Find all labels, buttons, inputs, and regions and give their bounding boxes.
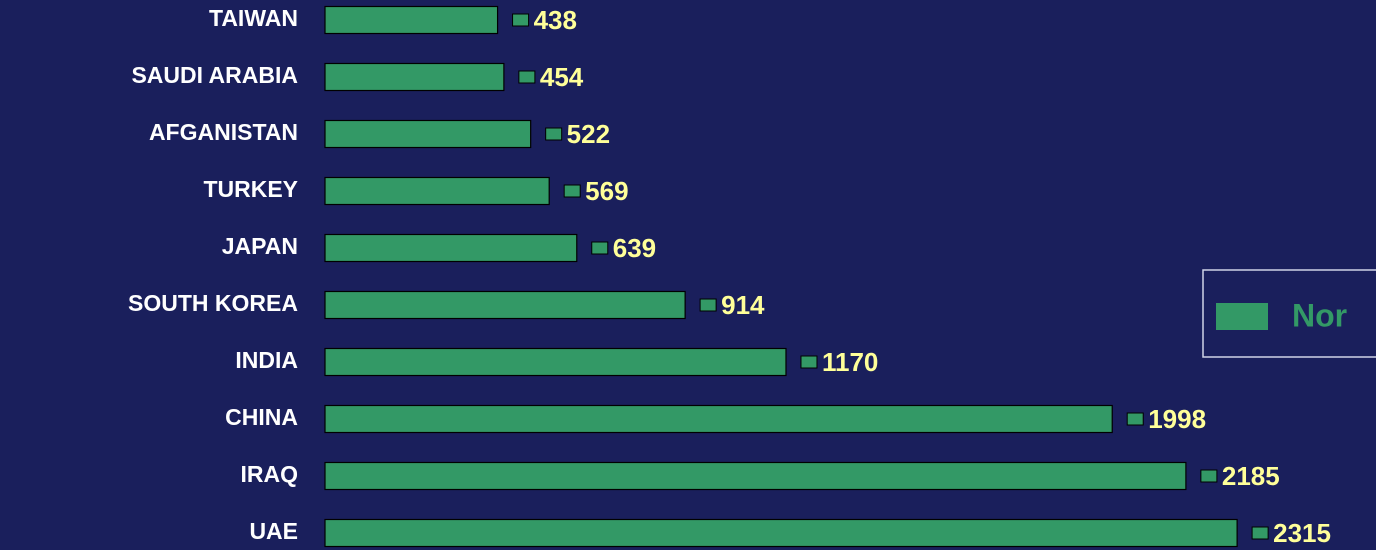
value-key [1251, 526, 1269, 540]
value-key [800, 355, 818, 369]
bar [324, 290, 686, 320]
value-key [512, 13, 530, 27]
value-key [591, 241, 609, 255]
category-label: SOUTH KOREA [128, 290, 298, 316]
bar [324, 176, 550, 206]
category-label: UAE [249, 518, 298, 544]
legend: Nor [1202, 269, 1376, 358]
category-label: CHINA [225, 404, 298, 430]
legend-label: Nor [1292, 297, 1347, 333]
value-key [563, 184, 581, 198]
value-label: 454 [540, 62, 584, 92]
value-label: 569 [585, 176, 628, 206]
category-label: TURKEY [203, 176, 298, 202]
legend-box [1202, 269, 1376, 358]
value-key [1200, 469, 1218, 483]
category-label: JAPAN [222, 233, 298, 259]
category-label: TAIWAN [209, 5, 298, 31]
value-key [545, 127, 563, 141]
value-label: 522 [567, 119, 610, 149]
bar [324, 461, 1187, 491]
bar [324, 5, 499, 35]
value-label: 2185 [1222, 461, 1280, 491]
category-label: AFGANISTAN [149, 119, 298, 145]
value-label: 914 [721, 290, 765, 320]
bar [324, 62, 505, 92]
bar [324, 404, 1113, 434]
value-label: 2315 [1273, 518, 1331, 548]
value-key [518, 70, 536, 84]
value-label: 1998 [1148, 404, 1206, 434]
bar [324, 233, 578, 263]
category-label: IRAQ [241, 461, 299, 487]
value-key [1126, 412, 1144, 426]
value-label: 639 [613, 233, 656, 263]
bar [324, 518, 1238, 548]
value-label: 1170 [822, 347, 878, 377]
value-label: 438 [534, 5, 577, 35]
category-label: INDIA [235, 347, 298, 373]
category-label: SAUDI ARABIA [131, 62, 298, 88]
bar [324, 119, 532, 149]
legend-swatch [1216, 303, 1268, 330]
value-key [699, 298, 717, 312]
bar [324, 347, 787, 377]
